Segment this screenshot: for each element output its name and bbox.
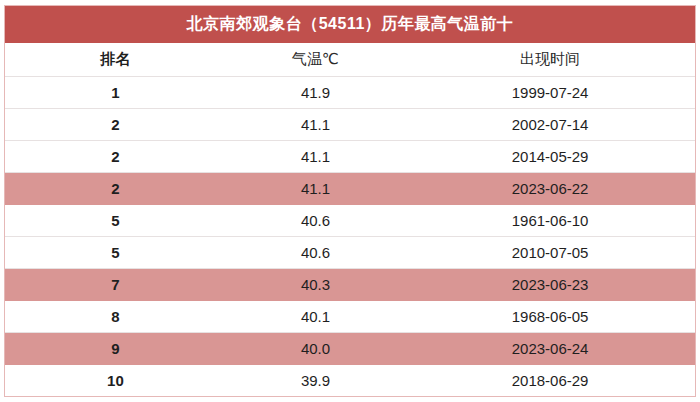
col-header-date: 出现时间 bbox=[405, 50, 695, 69]
date-cell: 2018-06-29 bbox=[405, 372, 695, 389]
table-row: 9 40.0 2023-06-24 bbox=[5, 333, 695, 365]
temperature-cell: 41.9 bbox=[226, 84, 405, 101]
col-header-rank: 排名 bbox=[5, 50, 226, 69]
table-row: 2 41.1 2014-05-29 bbox=[5, 141, 695, 173]
rank-cell: 8 bbox=[5, 308, 226, 325]
rank-cell: 2 bbox=[5, 148, 226, 165]
table-row: 5 40.6 1961-06-10 bbox=[5, 205, 695, 237]
rank-cell: 5 bbox=[5, 244, 226, 261]
rank-cell: 2 bbox=[5, 180, 226, 197]
table-header-row: 排名 气温℃ 出现时间 bbox=[5, 43, 695, 77]
rank-cell: 9 bbox=[5, 340, 226, 357]
temperature-cell: 40.6 bbox=[226, 244, 405, 261]
table-row: 7 40.3 2023-06-23 bbox=[5, 269, 695, 301]
temperature-cell: 41.1 bbox=[226, 116, 405, 133]
table-title: 北京南郊观象台（54511）历年最高气温前十 bbox=[187, 14, 514, 35]
table-row: 1 41.9 1999-07-24 bbox=[5, 77, 695, 109]
temperature-table: 北京南郊观象台（54511）历年最高气温前十 排名 气温℃ 出现时间 1 41.… bbox=[4, 5, 696, 397]
table-row: 2 41.1 2002-07-14 bbox=[5, 109, 695, 141]
temperature-cell: 40.6 bbox=[226, 212, 405, 229]
table-row: 2 41.1 2023-06-22 bbox=[5, 173, 695, 205]
date-cell: 2002-07-14 bbox=[405, 116, 695, 133]
rank-cell: 5 bbox=[5, 212, 226, 229]
col-header-temperature: 气温℃ bbox=[226, 50, 405, 69]
temperature-cell: 40.3 bbox=[226, 276, 405, 293]
temperature-cell: 40.0 bbox=[226, 340, 405, 357]
date-cell: 2023-06-24 bbox=[405, 340, 695, 357]
date-cell: 1968-06-05 bbox=[405, 308, 695, 325]
temperature-cell: 41.1 bbox=[226, 148, 405, 165]
table-row: 5 40.6 2010-07-05 bbox=[5, 237, 695, 269]
date-cell: 1961-06-10 bbox=[405, 212, 695, 229]
rank-cell: 10 bbox=[5, 372, 226, 389]
date-cell: 2014-05-29 bbox=[405, 148, 695, 165]
table-row: 10 39.9 2018-06-29 bbox=[5, 365, 695, 396]
page: 北京南郊观象台（54511）历年最高气温前十 排名 气温℃ 出现时间 1 41.… bbox=[0, 0, 700, 402]
rank-cell: 2 bbox=[5, 116, 226, 133]
rank-cell: 1 bbox=[5, 84, 226, 101]
date-cell: 2023-06-22 bbox=[405, 180, 695, 197]
date-cell: 1999-07-24 bbox=[405, 84, 695, 101]
temperature-cell: 41.1 bbox=[226, 180, 405, 197]
date-cell: 2023-06-23 bbox=[405, 276, 695, 293]
rank-cell: 7 bbox=[5, 276, 226, 293]
table-row: 8 40.1 1968-06-05 bbox=[5, 301, 695, 333]
date-cell: 2010-07-05 bbox=[405, 244, 695, 261]
temperature-cell: 39.9 bbox=[226, 372, 405, 389]
table-title-bar: 北京南郊观象台（54511）历年最高气温前十 bbox=[5, 6, 695, 43]
temperature-cell: 40.1 bbox=[226, 308, 405, 325]
